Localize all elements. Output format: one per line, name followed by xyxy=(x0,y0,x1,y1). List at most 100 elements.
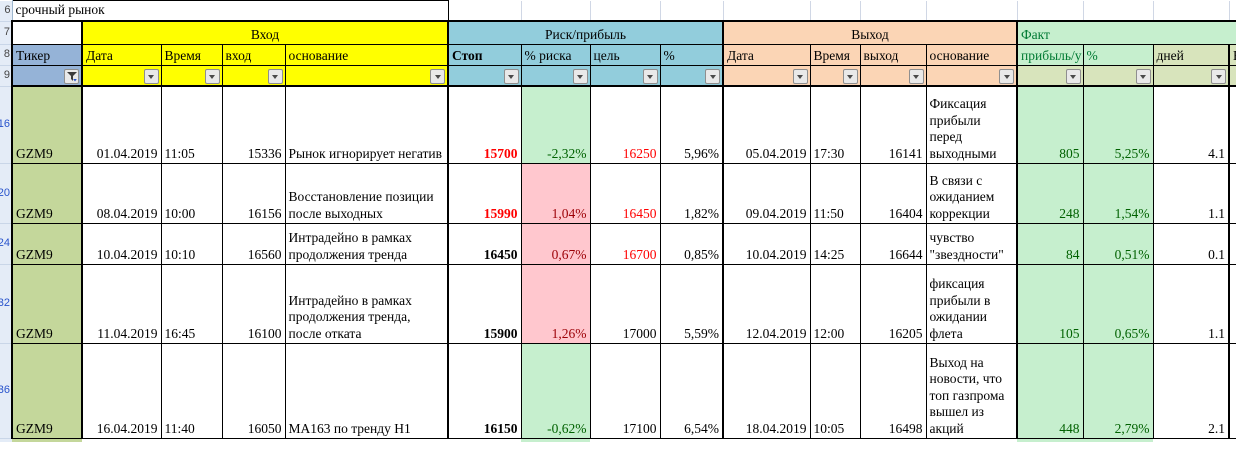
cell-stop[interactable]: 16150 xyxy=(447,343,522,439)
row-header-32[interactable]: 32 xyxy=(0,264,13,344)
cell-risk-pct[interactable]: 1,04% xyxy=(520,163,591,224)
cell-stop[interactable]: 15900 xyxy=(447,264,522,344)
empty-cell[interactable] xyxy=(1229,0,1236,22)
row-header-20[interactable]: 20 xyxy=(0,163,13,224)
filter-dropdown-icon[interactable] xyxy=(1135,69,1151,84)
cell-entry-basis[interactable]: Рынок игнорирует негатив xyxy=(284,85,449,164)
group-header-entry[interactable]: Вход xyxy=(81,20,449,45)
filter-cell-entry-date[interactable] xyxy=(81,65,162,87)
col-header-target-pct[interactable]: % xyxy=(659,44,724,66)
cell-exit-price[interactable]: 16404 xyxy=(859,163,927,224)
cell-clipped[interactable] xyxy=(1228,85,1236,164)
col-header-profit[interactable]: прибыль/у xyxy=(1016,44,1084,66)
row-header-16[interactable]: 16 xyxy=(0,86,13,164)
row-header-9[interactable]: 9 xyxy=(0,65,13,87)
cell-target[interactable]: 16450 xyxy=(589,163,661,224)
col-header-clipped[interactable]: В xyxy=(1228,44,1236,66)
active-filter-funnel-icon[interactable] xyxy=(64,69,79,84)
group-header-fact[interactable]: Факт xyxy=(1016,20,1236,45)
empty-cell[interactable] xyxy=(448,0,522,22)
filter-cell-target-pct[interactable] xyxy=(659,65,724,87)
empty-cell[interactable] xyxy=(1153,0,1230,22)
col-header-fact-pct[interactable]: % xyxy=(1082,44,1154,66)
cell-target[interactable]: 16250 xyxy=(589,85,661,164)
col-header-ticker[interactable]: Тикер xyxy=(11,44,83,66)
cell-stop[interactable]: 16450 xyxy=(447,223,522,265)
empty-cell[interactable] xyxy=(860,0,927,22)
cell-exit-basis[interactable]: чувство "звездности" xyxy=(925,223,1018,265)
cell-profit[interactable]: 248 xyxy=(1016,163,1084,224)
cell-days[interactable]: 0.1 xyxy=(1152,223,1231,265)
cell-days[interactable]: 2.1 xyxy=(1152,343,1231,439)
col-header-exit-basis[interactable]: основание xyxy=(925,44,1018,66)
filter-cell-ticker[interactable] xyxy=(11,65,83,87)
filter-cell-exit-date[interactable] xyxy=(722,65,811,87)
filter-cell-profit[interactable] xyxy=(1016,65,1084,87)
row-header-7[interactable]: 7 xyxy=(0,21,13,45)
cell-fact-pct[interactable]: 0,65% xyxy=(1082,264,1154,344)
filter-cell-stop[interactable] xyxy=(447,65,522,87)
filter-cell-fact-pct[interactable] xyxy=(1082,65,1154,87)
cell-exit-date[interactable]: 05.04.2019 xyxy=(722,85,811,164)
cell-clipped[interactable] xyxy=(1228,223,1236,265)
filter-dropdown-icon[interactable] xyxy=(842,69,858,84)
cell-entry-time[interactable]: 16:45 xyxy=(160,264,223,344)
empty-cell[interactable] xyxy=(723,0,811,22)
cell-ticker[interactable]: GZM9 xyxy=(11,343,83,439)
cell-stop[interactable]: 15990 xyxy=(447,163,522,224)
cell-exit-date[interactable]: 09.04.2019 xyxy=(722,163,811,224)
cell-exit-price[interactable]: 16498 xyxy=(859,343,927,439)
cell-profit[interactable]: 84 xyxy=(1016,223,1084,265)
cell-exit-basis[interactable]: Фиксация прибыли перед выходными xyxy=(925,85,1018,164)
cell[interactable] xyxy=(161,438,222,442)
row-header-6[interactable]: 6 xyxy=(0,0,13,22)
cell-profit[interactable]: 105 xyxy=(1016,264,1084,344)
row-header-8[interactable]: 8 xyxy=(0,44,13,66)
filter-cell-entry-basis[interactable] xyxy=(284,65,449,87)
empty-cell[interactable] xyxy=(1017,0,1084,22)
cell-days[interactable]: 4.1 xyxy=(1152,85,1231,164)
cell[interactable] xyxy=(1153,438,1230,442)
cell-fact-pct[interactable] xyxy=(1083,438,1154,442)
group-header-exit[interactable]: Выход xyxy=(722,20,1018,45)
col-header-entry[interactable]: вход xyxy=(221,44,286,66)
cell-target[interactable]: 17000 xyxy=(589,264,661,344)
filter-cell-exit-time[interactable] xyxy=(809,65,861,87)
cell[interactable] xyxy=(82,438,161,442)
cell-risk-pct[interactable]: -0,62% xyxy=(520,343,591,439)
cell-risk-pct[interactable] xyxy=(521,438,591,442)
filter-dropdown-icon[interactable] xyxy=(503,69,519,84)
cell[interactable] xyxy=(448,438,522,442)
filter-dropdown-icon[interactable] xyxy=(642,69,658,84)
filter-dropdown-icon[interactable] xyxy=(204,69,220,84)
cell-exit-price[interactable]: 16205 xyxy=(859,264,927,344)
row-header-24[interactable]: 24 xyxy=(0,223,13,265)
cell-fact-pct[interactable]: 2,79% xyxy=(1082,343,1154,439)
filter-cell-target[interactable] xyxy=(589,65,661,87)
col-header-exit-time[interactable]: Время xyxy=(809,44,861,66)
row-header-36[interactable]: 36 xyxy=(0,343,13,439)
cell-entry-basis[interactable]: Интрадейно в рамках продолжения тренда xyxy=(284,223,449,265)
filter-dropdown-icon[interactable] xyxy=(1065,69,1081,84)
cell-target[interactable]: 16700 xyxy=(589,223,661,265)
cell-profit[interactable]: 448 xyxy=(1016,343,1084,439)
cell-entry-price[interactable]: 16100 xyxy=(221,264,286,344)
filter-dropdown-icon[interactable] xyxy=(705,69,721,84)
col-header-risk-pct[interactable]: % риска xyxy=(520,44,591,66)
cell-days[interactable]: 1.1 xyxy=(1152,264,1231,344)
cell-target-pct[interactable]: 5,59% xyxy=(659,264,724,344)
row-header-partial[interactable] xyxy=(0,438,12,442)
filter-cell-days[interactable] xyxy=(1152,65,1231,87)
cell-target-pct[interactable]: 5,96% xyxy=(659,85,724,164)
cell-entry-date[interactable]: 08.04.2019 xyxy=(81,163,162,224)
filter-cell-entry[interactable] xyxy=(221,65,286,87)
cell-entry-basis[interactable]: МА163 по тренду Н1 xyxy=(284,343,449,439)
cell-entry-price[interactable]: 16156 xyxy=(221,163,286,224)
ticker-blank-cell[interactable] xyxy=(11,20,83,45)
cell-fact-pct[interactable]: 5,25% xyxy=(1082,85,1154,164)
cell-exit-date[interactable]: 10.04.2019 xyxy=(722,223,811,265)
filter-cell-clipped[interactable] xyxy=(1228,65,1236,87)
col-header-entry-date[interactable]: Дата xyxy=(81,44,162,66)
cell[interactable] xyxy=(285,438,449,442)
cell-profit[interactable] xyxy=(1017,438,1084,442)
